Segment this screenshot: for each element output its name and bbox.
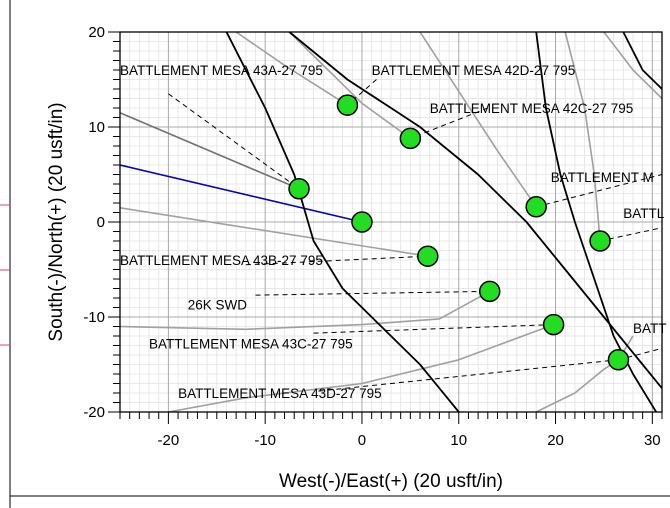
well-path-10 [603, 32, 662, 100]
well-path-13 [535, 32, 658, 412]
x-tick-label: 0 [358, 432, 366, 449]
well-marker [351, 211, 373, 233]
y-tick-label: 20 [88, 24, 105, 41]
well-path-6 [288, 32, 411, 140]
label-leader-line [245, 255, 428, 266]
well-marker [589, 230, 611, 252]
well-path-12 [288, 32, 662, 389]
well-path-3 [120, 290, 491, 331]
y-tick-label: -10 [83, 309, 105, 326]
x-tick-label: -20 [158, 432, 180, 449]
well-label: BATTLEMENT MESA 43C-27 795 [149, 336, 353, 351]
well-path-11 [225, 32, 460, 412]
well-marker [336, 94, 359, 116]
x-tick-label: 30 [644, 432, 661, 449]
well-path-2 [120, 207, 428, 257]
x-tick-label: -10 [254, 432, 276, 449]
well-path-4 [168, 323, 554, 412]
y-tick-label: 0 [97, 214, 105, 231]
well-label: BATT [633, 321, 667, 336]
label-leader-line [536, 174, 662, 208]
label-leader-line [255, 290, 490, 296]
well-marker [399, 127, 422, 150]
well-label: BATTLEMENT MESA 43D-27 795 [178, 386, 382, 401]
x-axis: -20 -10 0 10 20 30 [119, 412, 663, 449]
well-path-14 [622, 32, 662, 90]
y-tick-label: 10 [88, 119, 105, 136]
well-label: BATTLEMENT M [551, 170, 654, 185]
well-marker [607, 349, 630, 371]
x-tick-label: 20 [547, 432, 564, 449]
well-path-1 [120, 112, 300, 190]
label-leader-line [313, 324, 554, 334]
x-axis-label: West(-)/East(+) (20 usft/in) [279, 471, 503, 492]
y-axis-label: South(-)/North(+) (20 usft/in) [46, 102, 67, 341]
well-label: 26K SWD [188, 297, 248, 312]
y-axis: -20 -10 0 10 20 [83, 24, 120, 421]
well-path-7 [419, 32, 537, 208]
well-label: BATTL [623, 206, 664, 221]
well-label: BATTLEMENT MESA 43A-27 795 [120, 63, 323, 78]
well-label: BATTLEMENT MESA 42D-27 795 [372, 63, 576, 78]
well-path-8 [564, 32, 601, 242]
x-tick-label: 10 [450, 432, 467, 449]
well-markers [288, 94, 630, 371]
label-leader-line [410, 107, 488, 139]
label-leader-line [618, 347, 662, 361]
well-labels: BATTLEMENT MESA 43A-27 795 BATTLEMENT MES… [120, 63, 666, 401]
well-paths [120, 32, 662, 412]
well-marker [525, 196, 547, 218]
label-leaders [168, 79, 662, 392]
well-marker [417, 245, 439, 267]
y-tick-label: -20 [83, 404, 105, 421]
well-marker [288, 178, 310, 200]
well-label: BATTLEMENT MESA 43B-27 795 [120, 253, 323, 268]
well-marker [542, 313, 565, 336]
label-leader-line [347, 79, 377, 106]
well-path-0 [120, 164, 363, 223]
well-label: BATTLEMENT MESA 42C-27 795 [430, 101, 634, 116]
well-path-5 [235, 32, 348, 106]
well-marker [478, 280, 501, 303]
